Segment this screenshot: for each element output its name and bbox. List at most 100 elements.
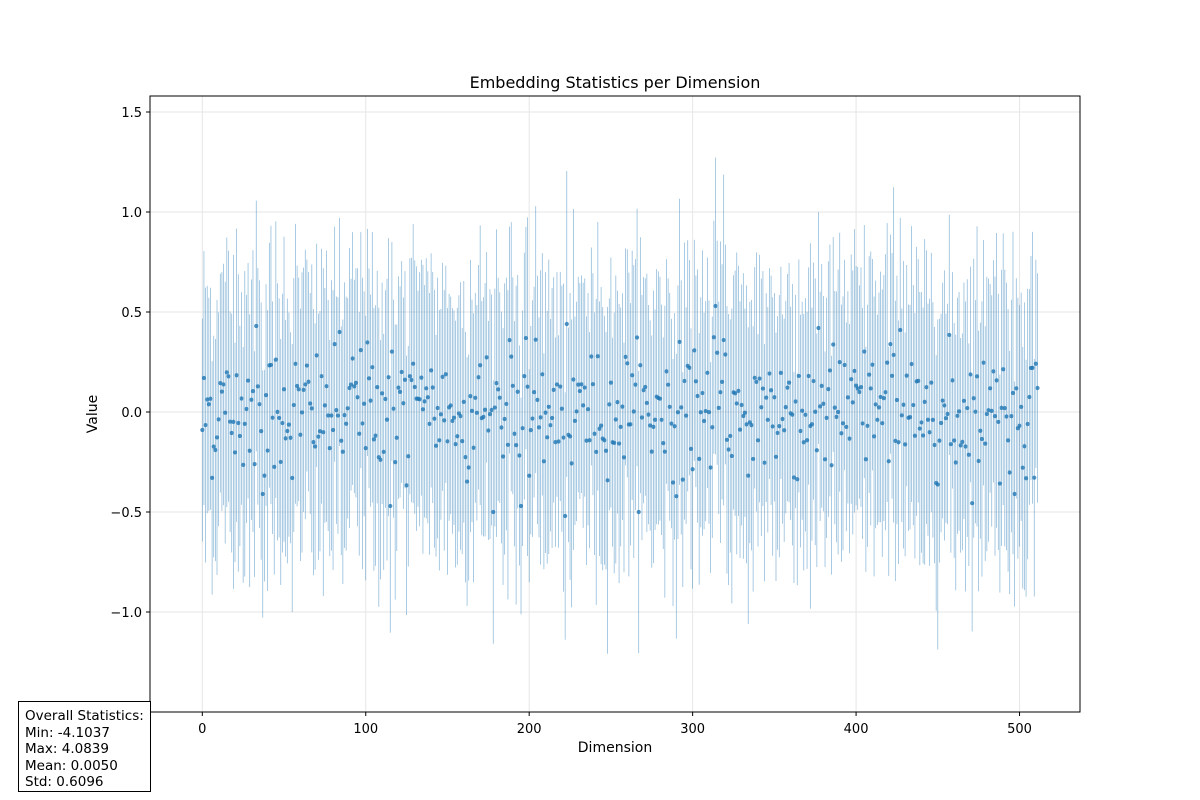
mean-point xyxy=(259,429,264,434)
mean-point xyxy=(396,385,401,390)
mean-point xyxy=(412,384,417,390)
mean-point xyxy=(514,442,519,448)
mean-point xyxy=(440,374,445,379)
mean-point xyxy=(793,399,798,404)
mean-point xyxy=(898,327,903,333)
mean-point xyxy=(674,494,679,499)
y-axis-label: Value xyxy=(85,395,101,433)
mean-point xyxy=(765,417,770,422)
mean-point xyxy=(327,446,332,451)
mean-point xyxy=(504,401,509,407)
mean-point xyxy=(429,368,434,373)
mean-point xyxy=(649,449,654,454)
mean-point xyxy=(430,385,435,390)
mean-point xyxy=(219,389,225,394)
mean-point xyxy=(752,375,757,380)
mean-point xyxy=(581,403,586,408)
mean-point xyxy=(487,412,493,417)
mean-point xyxy=(339,438,344,443)
mean-point xyxy=(332,342,337,347)
mean-point xyxy=(397,389,403,394)
mean-point xyxy=(679,405,684,410)
mean-point xyxy=(200,427,205,433)
mean-point xyxy=(863,457,868,462)
mean-point xyxy=(1027,394,1032,400)
mean-point xyxy=(512,431,517,436)
mean-point xyxy=(509,354,514,359)
mean-point xyxy=(783,405,788,410)
mean-point xyxy=(579,382,584,387)
mean-point xyxy=(451,415,457,420)
mean-point xyxy=(806,373,811,379)
mean-point xyxy=(804,438,810,443)
mean-point xyxy=(1032,475,1037,480)
mean-point xyxy=(768,388,774,393)
mean-point xyxy=(270,415,275,420)
mean-point xyxy=(938,420,944,426)
mean-point xyxy=(782,428,787,433)
mean-point xyxy=(476,375,481,380)
mean-point xyxy=(576,382,581,387)
mean-point xyxy=(734,401,739,406)
mean-point xyxy=(486,428,491,433)
mean-point xyxy=(608,380,614,385)
mean-point xyxy=(518,503,524,509)
mean-point xyxy=(844,424,849,430)
mean-point xyxy=(857,389,862,395)
y-tick-label: 0.5 xyxy=(121,306,142,321)
mean-point xyxy=(391,406,396,411)
mean-point xyxy=(239,396,244,401)
mean-point xyxy=(531,389,537,395)
mean-point xyxy=(594,449,599,454)
mean-point xyxy=(798,428,803,434)
mean-point xyxy=(852,368,857,374)
mean-point xyxy=(901,402,906,407)
mean-point xyxy=(1014,386,1019,391)
mean-point xyxy=(438,412,444,417)
mean-point xyxy=(406,454,411,459)
mean-point xyxy=(652,417,658,422)
mean-point xyxy=(822,457,828,462)
mean-point xyxy=(858,385,864,390)
mean-point xyxy=(208,396,213,401)
stats-min: Min: -4.1037 xyxy=(25,724,110,741)
mean-point xyxy=(703,408,708,414)
mean-point xyxy=(494,381,499,386)
mean-point xyxy=(585,407,591,412)
mean-point xyxy=(229,430,234,436)
mean-point xyxy=(221,382,226,387)
mean-point xyxy=(672,424,677,429)
mean-point xyxy=(991,369,996,374)
mean-point xyxy=(953,460,958,465)
mean-point xyxy=(407,374,412,379)
mean-point xyxy=(402,377,408,382)
mean-point xyxy=(929,380,934,385)
mean-point xyxy=(751,456,756,462)
mean-point xyxy=(427,421,432,426)
mean-point xyxy=(623,354,628,359)
mean-point xyxy=(417,397,422,402)
mean-point xyxy=(572,418,578,423)
mean-point xyxy=(510,383,515,388)
mean-point xyxy=(263,393,269,398)
mean-point xyxy=(710,425,715,430)
mean-point xyxy=(334,408,339,413)
mean-point xyxy=(450,418,455,424)
mean-point xyxy=(669,421,674,426)
mean-point xyxy=(974,374,980,379)
mean-point xyxy=(724,437,730,442)
mean-point xyxy=(764,395,769,400)
mean-point xyxy=(473,395,478,400)
mean-point xyxy=(489,407,494,413)
mean-point xyxy=(956,409,962,414)
mean-point xyxy=(666,382,671,387)
mean-point xyxy=(569,461,574,466)
mean-point xyxy=(865,423,870,428)
mean-point xyxy=(757,376,762,381)
mean-point xyxy=(950,378,955,383)
mean-point xyxy=(296,387,301,392)
mean-point xyxy=(736,388,741,393)
mean-point xyxy=(871,434,877,439)
mean-point xyxy=(803,412,808,417)
mean-point xyxy=(540,372,545,377)
